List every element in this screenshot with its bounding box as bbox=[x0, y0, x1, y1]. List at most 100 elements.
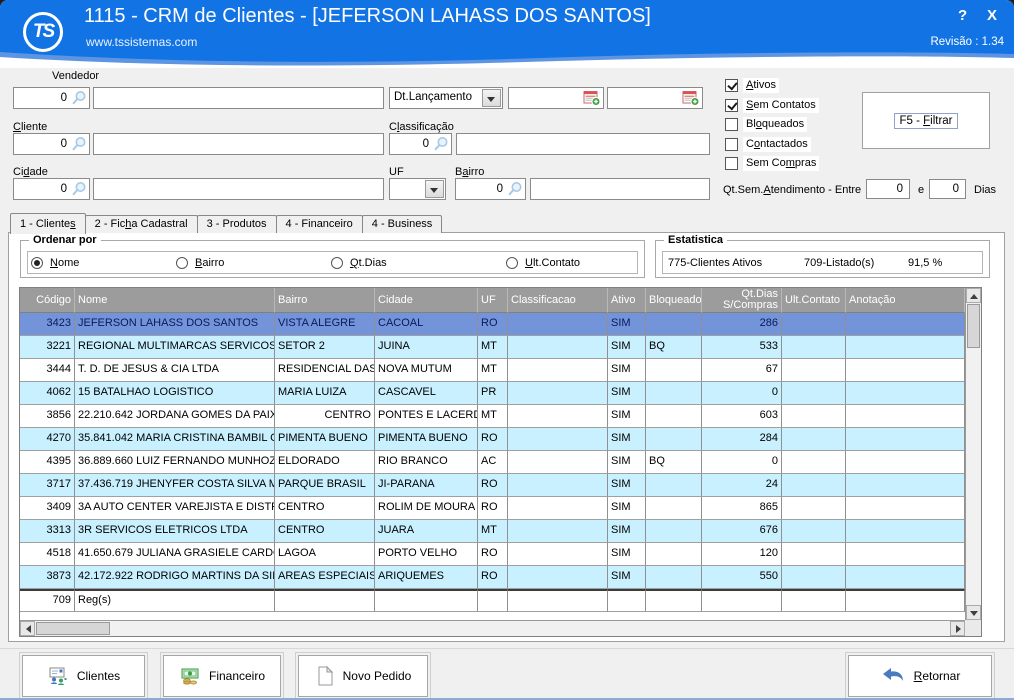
checkbox-sem-contatos[interactable]: Sem Contatos bbox=[725, 98, 819, 113]
retornar-button[interactable]: Retornar bbox=[848, 655, 992, 697]
table-row[interactable]: 427035.841.042 MARIA CRISTINA BAMBIL COP… bbox=[20, 428, 965, 451]
column-header[interactable]: Qt.Dias S/Compras bbox=[702, 288, 782, 313]
vertical-scroll-thumb[interactable] bbox=[967, 304, 980, 348]
close-button[interactable]: X bbox=[987, 7, 997, 24]
cliente-name-input[interactable] bbox=[94, 134, 383, 154]
table-row[interactable]: 33133R SERVICOS ELETRICOS LTDACENTROJUAR… bbox=[20, 520, 965, 543]
column-header[interactable]: Bloqueado bbox=[646, 288, 702, 313]
checkbox-contactados[interactable]: Contactados bbox=[725, 137, 811, 152]
qtsem-to-field-wrap bbox=[929, 179, 966, 199]
tab-business[interactable]: 4 - Business bbox=[362, 215, 443, 233]
column-header[interactable]: Ativo bbox=[608, 288, 646, 313]
table-cell bbox=[646, 543, 702, 566]
novo-pedido-button[interactable]: Novo Pedido bbox=[298, 655, 428, 697]
table-cell bbox=[508, 428, 608, 451]
bairro-code-field-wrap bbox=[455, 178, 526, 200]
table-cell: SIM bbox=[608, 313, 646, 336]
help-button[interactable]: ? bbox=[958, 7, 967, 24]
filter-button[interactable]: F5 - Filtrar bbox=[862, 92, 990, 149]
table-cell bbox=[608, 589, 646, 612]
table-row[interactable]: 3444T. D. DE JESUS & CIA LTDARESIDENCIAL… bbox=[20, 359, 965, 382]
financeiro-button[interactable]: Financeiro bbox=[163, 655, 281, 697]
tab-produtos[interactable]: 3 - Produtos bbox=[197, 215, 277, 233]
column-header[interactable]: Código bbox=[20, 288, 75, 313]
checkbox-sem-compras-box[interactable] bbox=[725, 157, 738, 170]
radio-qtdias[interactable]: Qt.Dias bbox=[331, 257, 389, 269]
classificacao-name-input[interactable] bbox=[457, 134, 709, 154]
ordenar-title: Ordenar por bbox=[29, 234, 101, 246]
column-header[interactable]: Ult.Contato bbox=[782, 288, 846, 313]
header-wave-decoration bbox=[0, 46, 1014, 68]
date-type-combo[interactable]: Dt.Lançamento bbox=[389, 87, 503, 109]
scroll-up-icon[interactable] bbox=[966, 288, 981, 303]
tab-clientes[interactable]: 1 - Clientes bbox=[10, 213, 86, 234]
table-cell bbox=[646, 405, 702, 428]
radio-bairro[interactable]: Bairro bbox=[176, 257, 226, 269]
table-row[interactable]: 385622.210.642 JORDANA GOMES DA PAIXACEN… bbox=[20, 405, 965, 428]
checkbox-ativos-box[interactable] bbox=[725, 79, 738, 92]
search-icon[interactable] bbox=[507, 181, 523, 197]
search-icon[interactable] bbox=[71, 181, 87, 197]
horizontal-scroll-thumb[interactable] bbox=[36, 622, 110, 635]
table-cell: LAGOA bbox=[275, 543, 375, 566]
table-cell: SIM bbox=[608, 405, 646, 428]
radio-nome[interactable]: Nome bbox=[31, 257, 81, 269]
column-header[interactable]: Bairro bbox=[275, 288, 375, 313]
table-cell bbox=[846, 589, 965, 612]
search-icon[interactable] bbox=[433, 136, 449, 152]
table-cell: 3444 bbox=[20, 359, 75, 382]
radio-ultcontato-circle[interactable] bbox=[506, 257, 518, 269]
radio-qtdias-circle[interactable] bbox=[331, 257, 343, 269]
table-cell bbox=[646, 474, 702, 497]
table-row[interactable]: 3221REGIONAL MULTIMARCAS SERVICOS E (SET… bbox=[20, 336, 965, 359]
horizontal-scrollbar[interactable] bbox=[20, 620, 965, 636]
table-cell: MARIA LUIZA bbox=[275, 382, 375, 405]
chevron-down-icon[interactable] bbox=[425, 180, 444, 198]
checkbox-bloqueados-box[interactable] bbox=[725, 118, 738, 131]
search-icon[interactable] bbox=[71, 90, 87, 106]
table-cell: RO bbox=[478, 543, 508, 566]
table-row[interactable]: 451841.650.679 JULIANA GRASIELE CARDOSLA… bbox=[20, 543, 965, 566]
table-cell bbox=[846, 359, 965, 382]
table-row[interactable]: 34093A AUTO CENTER VAREJISTA E DISTRIBCE… bbox=[20, 497, 965, 520]
table-cell: SIM bbox=[608, 451, 646, 474]
column-header[interactable]: Nome bbox=[75, 288, 275, 313]
search-icon[interactable] bbox=[71, 136, 87, 152]
table-row[interactable]: 387342.172.922 RODRIGO MARTINS DA SILVAR… bbox=[20, 566, 965, 589]
qtsem-from-input[interactable] bbox=[867, 180, 909, 198]
tab-financeiro[interactable]: 4 - Financeiro bbox=[276, 215, 363, 233]
column-header[interactable]: UF bbox=[478, 288, 508, 313]
calendar-icon[interactable] bbox=[583, 90, 601, 106]
column-header[interactable]: Anotação bbox=[846, 288, 965, 313]
table-footer-row[interactable]: 709Reg(s) bbox=[20, 589, 965, 612]
radio-ultcontato[interactable]: Ult.Contato bbox=[506, 257, 582, 269]
uf-combo[interactable] bbox=[389, 178, 446, 200]
radio-nome-circle[interactable] bbox=[31, 257, 43, 269]
table-row[interactable]: 439536.889.660 LUIZ FERNANDO MUNHOZELDOR… bbox=[20, 451, 965, 474]
checkbox-bloqueados[interactable]: Bloqueados bbox=[725, 117, 807, 132]
table-row[interactable]: 371737.436.719 JHENYFER COSTA SILVA MAPA… bbox=[20, 474, 965, 497]
table-row[interactable]: 3423JEFERSON LAHASS DOS SANTOSVISTA ALEG… bbox=[20, 313, 965, 336]
checkbox-ativos[interactable]: Ativos bbox=[725, 78, 779, 93]
column-header[interactable]: Classificacao bbox=[508, 288, 608, 313]
vendedor-name-input[interactable] bbox=[94, 88, 383, 108]
table-cell: ARIQUEMES bbox=[375, 566, 478, 589]
table-row[interactable]: 406215 BATALHAO LOGISTICOMARIA LUIZACASC… bbox=[20, 382, 965, 405]
checkbox-contactados-box[interactable] bbox=[725, 138, 738, 151]
radio-bairro-circle[interactable] bbox=[176, 257, 188, 269]
column-header[interactable]: Cidade bbox=[375, 288, 478, 313]
vertical-scrollbar[interactable] bbox=[965, 288, 981, 620]
window-title: 1115 - CRM de Clientes - [JEFERSON LAHAS… bbox=[84, 5, 651, 28]
checkbox-sem-contatos-box[interactable] bbox=[725, 99, 738, 112]
checkbox-sem-compras[interactable]: Sem Compras bbox=[725, 156, 819, 171]
calendar-icon[interactable] bbox=[682, 90, 700, 106]
scroll-right-icon[interactable] bbox=[950, 621, 965, 636]
tab-ficha-cadastral[interactable]: 2 - Ficha Cadastral bbox=[85, 215, 198, 233]
cidade-name-input[interactable] bbox=[94, 179, 383, 199]
bairro-name-input[interactable] bbox=[531, 179, 709, 199]
qtsem-to-input[interactable] bbox=[930, 180, 965, 198]
scroll-left-icon[interactable] bbox=[20, 621, 35, 636]
scroll-down-icon[interactable] bbox=[966, 605, 981, 620]
clientes-button[interactable]: Clientes bbox=[22, 655, 145, 697]
chevron-down-icon[interactable] bbox=[482, 89, 501, 107]
